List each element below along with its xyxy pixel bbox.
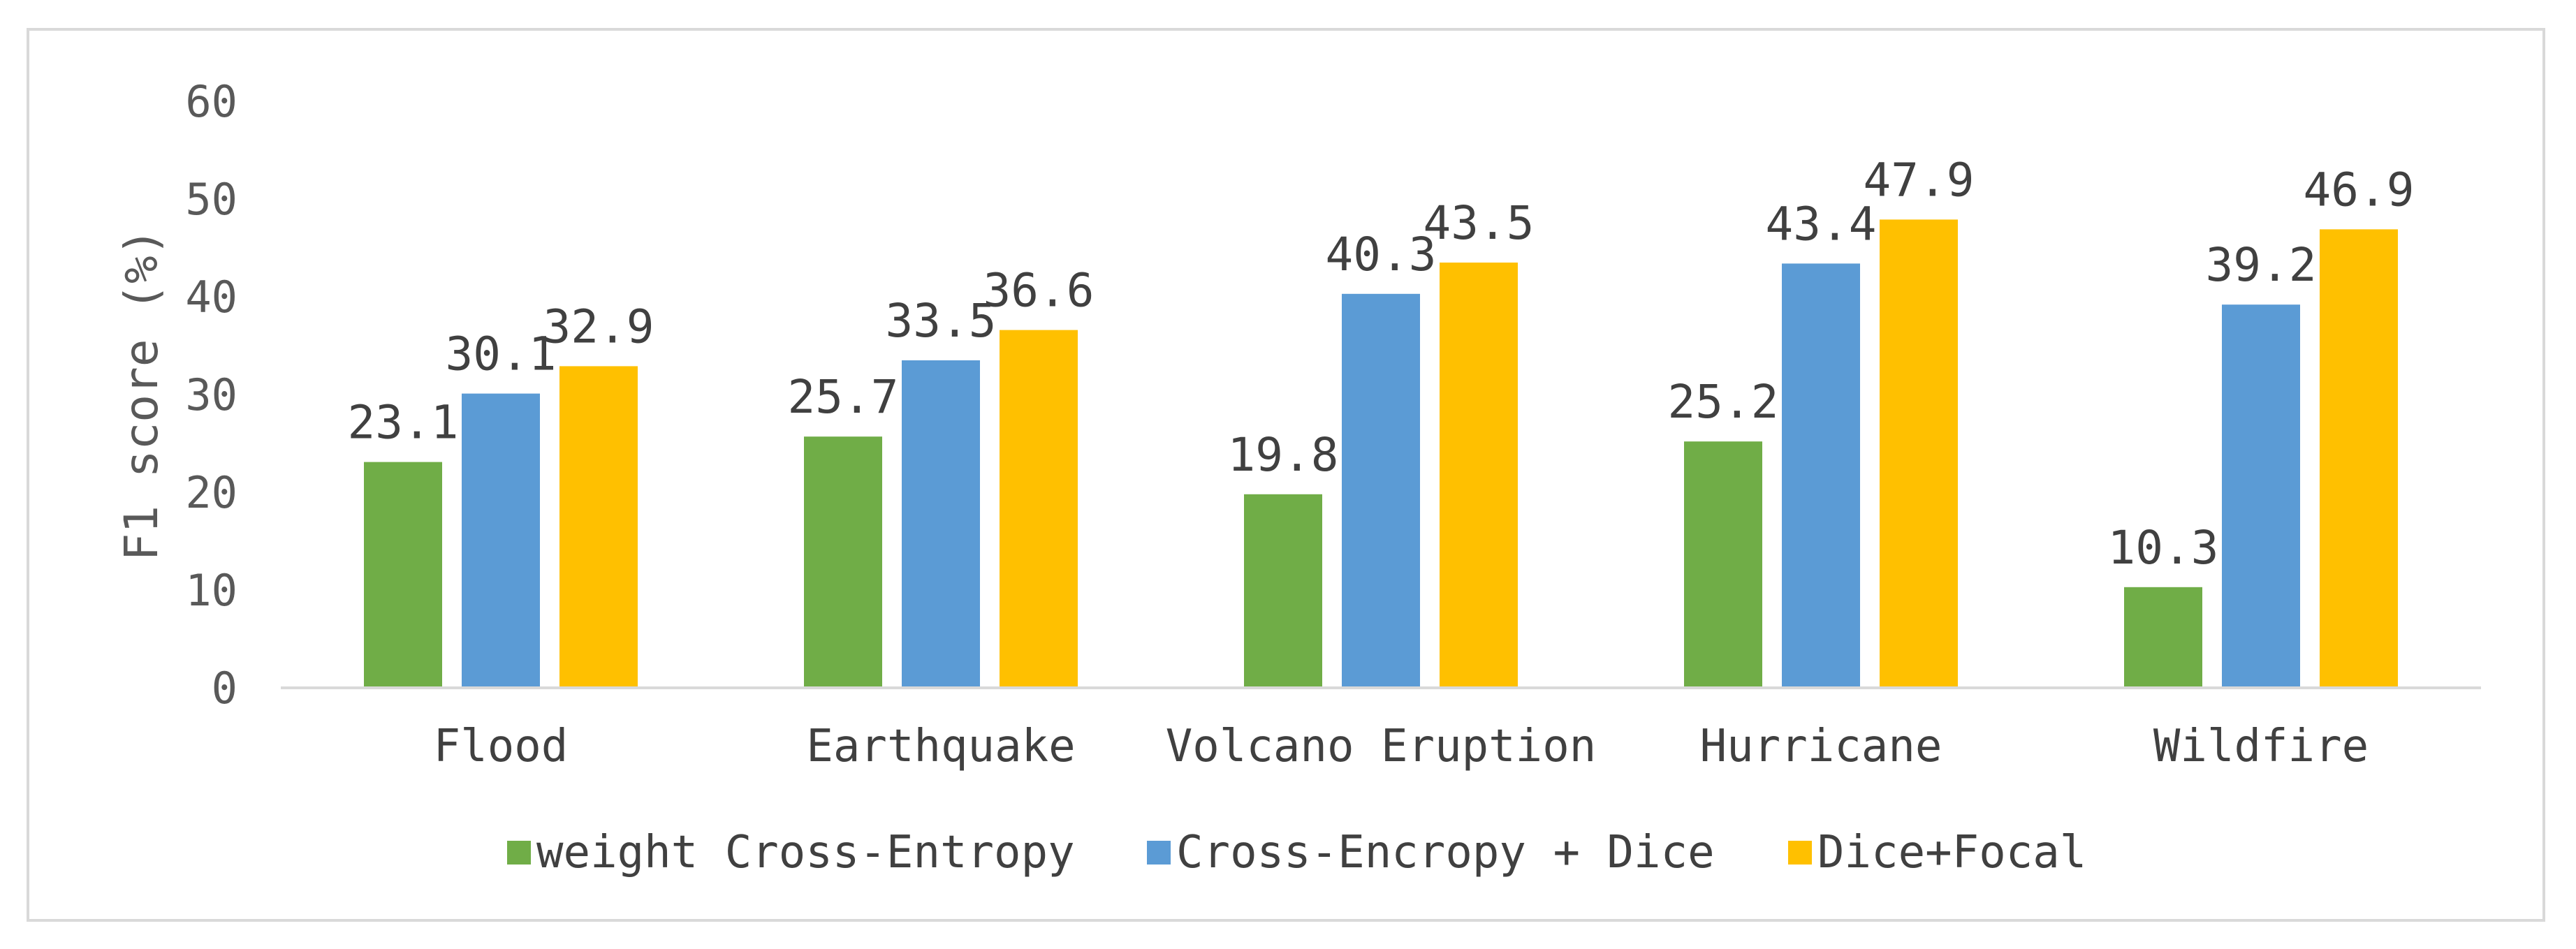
bars [364, 219, 2398, 689]
data-label: 33.5 [886, 294, 997, 348]
bar [804, 436, 882, 688]
data-label: 30.1 [446, 328, 557, 381]
bar [1684, 441, 1762, 688]
bar [2222, 304, 2300, 688]
data-label: 40.3 [1326, 228, 1437, 281]
legend-swatch [507, 841, 531, 865]
data-label: 36.6 [983, 264, 1095, 318]
legend-swatch [1147, 841, 1171, 865]
data-label: 46.9 [2304, 163, 2415, 216]
y-tick-label: 50 [185, 174, 237, 225]
data-label: 39.2 [2206, 238, 2317, 292]
y-axis-title-group: F1 score (%) [115, 228, 168, 561]
y-tick-label: 0 [212, 663, 237, 714]
y-axis-title: F1 score (%) [115, 228, 168, 561]
category-label: Earthquake [806, 721, 1075, 772]
bar [1000, 330, 1078, 689]
bar [559, 366, 638, 688]
data-label: 47.9 [1864, 153, 1975, 207]
data-label: 19.8 [1228, 428, 1339, 482]
bar [462, 393, 540, 688]
legend-label: Cross-Encropy + Dice [1176, 827, 1715, 878]
data-label: 25.2 [1668, 375, 1779, 429]
bar [902, 360, 980, 688]
data-label: 32.9 [543, 300, 654, 353]
category-label: Hurricane [1700, 721, 1942, 772]
legend: weight Cross-Entropy Cross-Encropy + Dice… [507, 827, 2086, 878]
data-label: 10.3 [2108, 521, 2219, 575]
bar [1342, 293, 1420, 688]
bar [2124, 587, 2202, 688]
bar [364, 462, 442, 688]
bar [1244, 494, 1322, 688]
category-label: Wildfire [2153, 721, 2369, 772]
bar [1880, 219, 1958, 688]
chart-frame [27, 28, 2545, 922]
y-tick-label: 40 [185, 272, 237, 323]
data-label: 43.5 [1424, 196, 1535, 250]
data-label: 23.1 [348, 396, 459, 450]
y-tick-label: 20 [185, 467, 237, 518]
y-tick-label: 60 [185, 76, 237, 127]
y-tick-label: 30 [185, 369, 237, 420]
bar [1782, 263, 1860, 688]
legend-label: Dice+Focal [1817, 827, 2086, 878]
data-label: 25.7 [788, 370, 899, 424]
bar [1440, 263, 1518, 688]
category-labels: Flood Earthquake Volcano Eruption Hurricane… [434, 721, 2369, 772]
data-labels: 23.1 30.132.9 25.7 33.536.6 19.8 40.343.5 25.2… [348, 153, 2415, 574]
category-label: Volcano Eruption [1166, 721, 1597, 772]
y-tick-labels: 0 10 20 30 40 50 60 [185, 76, 237, 714]
data-label: 43.4 [1766, 197, 1877, 251]
y-tick-label: 10 [185, 565, 237, 616]
bar [2320, 229, 2398, 688]
category-label: Flood [434, 721, 569, 772]
legend-swatch [1788, 841, 1812, 865]
legend-label: weight Cross-Entropy [536, 827, 1075, 878]
